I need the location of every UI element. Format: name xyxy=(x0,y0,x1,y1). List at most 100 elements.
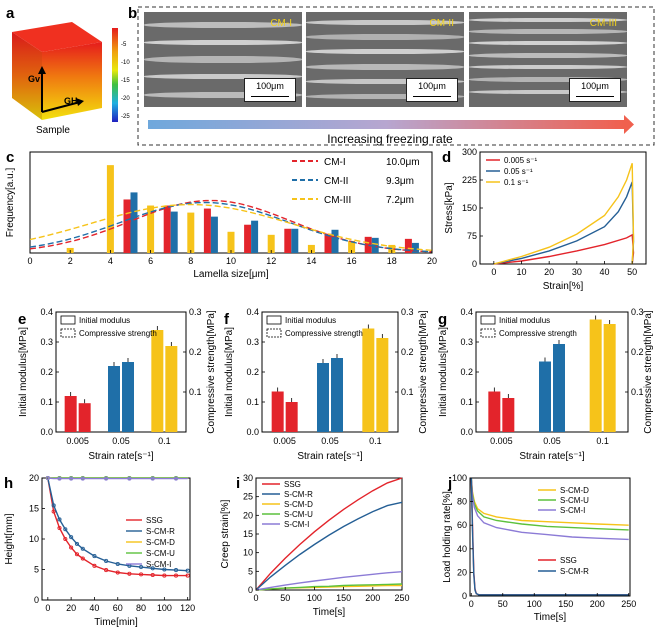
y2-tick-label: 0.1 xyxy=(189,387,202,397)
y-tick-label: 0 xyxy=(248,585,253,595)
sem-image-cm-ii: CM-II 100μm xyxy=(306,12,464,107)
y2-tick-label: 0.3 xyxy=(631,307,644,317)
legend-label: S-CM-U xyxy=(146,549,175,558)
bar xyxy=(291,228,299,253)
x-axis-label: Strain[%] xyxy=(543,281,584,292)
x-axis-label: Strain rate[s⁻¹] xyxy=(88,451,154,462)
x-tick-label: 20 xyxy=(66,603,76,613)
y-tick-label: 0.3 xyxy=(460,337,473,347)
x-tick-label: 200 xyxy=(590,599,605,609)
modulus-bar xyxy=(539,361,551,432)
strength-bar xyxy=(285,402,298,432)
panel-label-a: a xyxy=(6,5,15,22)
y2-tick-label: 0.3 xyxy=(189,307,202,317)
x-tick-label: 200 xyxy=(365,593,380,603)
chart-lamella-distribution: c 0 2 4 6 8 10 12 14 16 18 20 Lamella size[μm] Freque… xyxy=(5,149,437,280)
bar xyxy=(371,237,379,253)
sem-image-cm-i: CM-I 100μm xyxy=(144,12,302,107)
data-point xyxy=(92,563,97,568)
data-point xyxy=(127,571,132,576)
sample-caption: Sample xyxy=(36,125,70,136)
legend-label: S-CM-I xyxy=(560,506,585,515)
panel-label-b: b xyxy=(128,5,137,22)
lamella-band xyxy=(306,79,464,84)
modulus-bar xyxy=(488,391,501,432)
panel-b-frame xyxy=(137,6,655,146)
x-tick-label: 100 xyxy=(307,593,322,603)
legend-swatch xyxy=(60,315,76,325)
y-axis-label: Load holding rate[%] xyxy=(442,491,453,583)
data-point xyxy=(185,573,190,578)
fit-curve xyxy=(29,201,433,253)
y-tick-label: 0 xyxy=(472,259,477,269)
y-tick-label: 0.2 xyxy=(460,367,473,377)
y-tick-label: 10 xyxy=(243,548,253,558)
series-line xyxy=(255,571,403,591)
data-point xyxy=(162,567,167,572)
data-point xyxy=(104,568,109,573)
strength-bar xyxy=(603,324,616,432)
chart-load-holding: j 0 50 100 150 200 250 0 20 40 60 80 100 Time[s] Load … xyxy=(442,473,636,623)
chart-creep-strain: i 0 50 100 150 200 250 0 5 10 15 20 25 30 Time[s] Creep… xyxy=(220,473,410,618)
x-tick-label: 10 xyxy=(226,256,236,266)
series-line xyxy=(470,477,629,596)
x-tick-label: 50 xyxy=(280,593,290,603)
scale-bar: 100μm xyxy=(406,78,458,102)
x-tick-label: 0.05 xyxy=(543,436,561,446)
sample-cube: Gv GH xyxy=(12,22,102,120)
chart-modulus-CM-II: f 0.005 0.05 0.1 0.0 0.1 0.2 0.3 0.4 0.1 0.2 0.3 Ini… xyxy=(224,307,429,462)
modulus-bar xyxy=(589,319,602,432)
lamella-band xyxy=(469,90,627,94)
fit-curve xyxy=(29,203,433,251)
series-line xyxy=(47,477,188,572)
y-tick-label: 80 xyxy=(457,497,467,507)
y-tick-label: 0.0 xyxy=(40,427,53,437)
y2-tick-label: 0.1 xyxy=(401,387,414,397)
series-line xyxy=(493,162,635,265)
legend-swatch xyxy=(60,328,76,338)
x-tick-label: 120 xyxy=(180,603,195,613)
x-tick-label: 150 xyxy=(336,593,351,603)
modulus-bar xyxy=(317,363,329,432)
x-tick-label: 6 xyxy=(148,256,153,266)
y-tick-label: 30 xyxy=(243,473,253,483)
modulus-bar xyxy=(362,328,375,432)
x-tick-label: 0 xyxy=(469,599,474,609)
cube-front-face xyxy=(42,42,102,120)
legend-label: CM-III xyxy=(324,195,351,206)
y-tick-label: 0.3 xyxy=(246,337,259,347)
chart-modulus-CM-III: g 0.005 0.05 0.1 0.0 0.1 0.2 0.3 0.4 0.1 0.2 0.3 Ini… xyxy=(438,307,654,462)
freezing-rate-label: Increasing freezing rate xyxy=(327,132,453,146)
data-point xyxy=(74,541,80,546)
sem-label: CM-III xyxy=(589,18,617,29)
legend-label: S-CM-R xyxy=(146,527,175,536)
colorbar-tick: -25 xyxy=(121,114,130,120)
x-tick-label: 50 xyxy=(498,599,508,609)
x-tick-label: 0 xyxy=(27,256,32,266)
x-tick-label: 20 xyxy=(544,267,554,277)
x-tick-label: 20 xyxy=(427,256,437,266)
legend-label: SSG xyxy=(284,480,301,489)
y-tick-label: 225 xyxy=(462,175,477,185)
series-line xyxy=(470,477,629,526)
bar xyxy=(123,199,131,253)
y-axis-label: Frequency[a.u.] xyxy=(5,168,16,238)
data-point xyxy=(150,566,155,571)
data-point xyxy=(173,573,179,578)
x-tick-label: 14 xyxy=(306,256,316,266)
y-tick-label: 0.1 xyxy=(460,397,473,407)
lamella-band xyxy=(144,92,302,98)
gh-arrowhead xyxy=(76,98,84,106)
x-tick-label: 2 xyxy=(68,256,73,266)
x-axis-label: Time[min] xyxy=(94,617,138,628)
legend-swatch xyxy=(480,328,496,338)
data-point xyxy=(173,568,179,573)
legend-value: 9.3μm xyxy=(386,176,414,187)
bar xyxy=(187,212,195,253)
y-tick-label: 0.4 xyxy=(246,307,259,317)
bar xyxy=(244,224,252,253)
y2-tick-label: 0.2 xyxy=(631,347,644,357)
strength-bar xyxy=(331,358,343,432)
legend-label: 0.1 s⁻¹ xyxy=(504,178,529,187)
data-point xyxy=(51,503,56,508)
